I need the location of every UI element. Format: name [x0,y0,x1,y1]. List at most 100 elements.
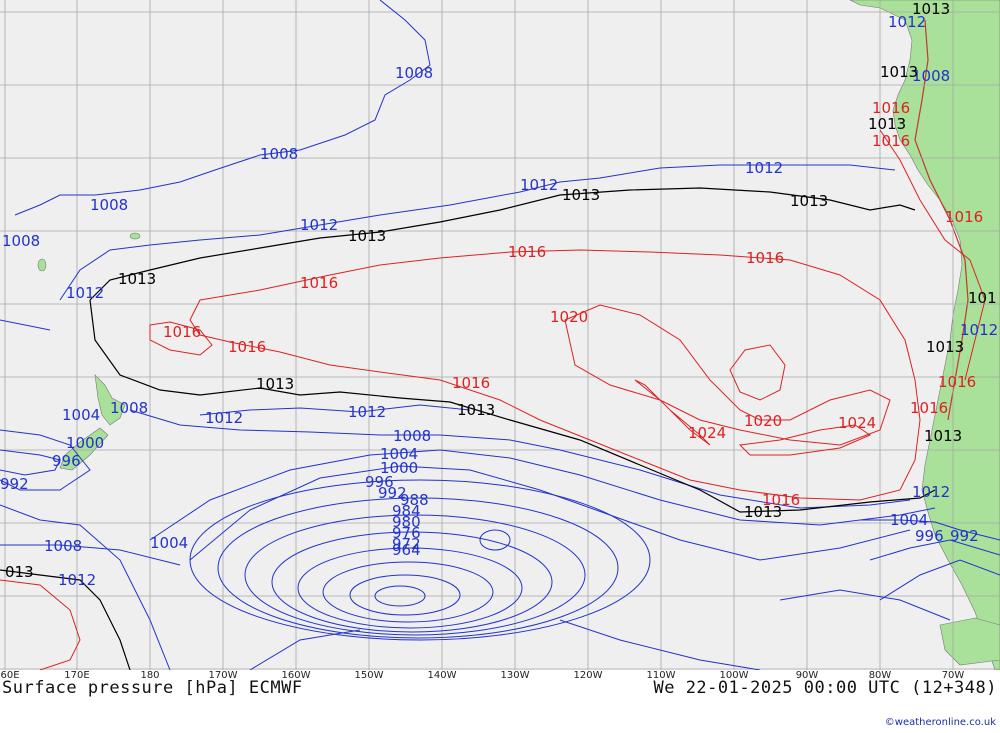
isobar-label: 1016 [910,399,948,417]
isobar-label: 1016 [938,373,976,391]
low-pressure-isobars [0,0,1000,671]
longitude-label: 60E [0,670,20,681]
isobar-1004 [149,449,936,541]
south-america-coast [849,0,1000,671]
isobar-label: 1000 [380,459,418,477]
lat-lon-grid [0,0,1000,670]
isobar-label: 1013 [790,192,828,210]
isobar-label: 1013 [926,338,964,356]
isobar-label: 1012 [348,403,386,421]
isobar-964 [374,585,426,607]
tierra-del-fuego [939,617,1000,666]
isobar-996-nz [0,449,61,476]
isobar-label: 1013 [256,375,294,393]
isobar-980 [297,547,523,629]
longitude-label: 170W [208,670,238,681]
isobar-label: 996 [52,452,81,470]
isobar-label: 1012 [66,284,104,302]
isobar-1020-loop [729,344,786,401]
isobar-label: 1013 [744,503,782,521]
isobar-1008-north [14,0,431,216]
credit-link[interactable]: ©weatheronline.co.uk [884,717,996,728]
longitude-label: 100W [719,670,749,681]
isobar-label: 1013 [118,270,156,288]
high-pressure-isobars [0,129,986,671]
isobar-label: 1016 [762,491,800,509]
new-zealand-north [94,374,126,426]
isobar-label: 1013 [348,227,386,245]
andes-ridge [914,19,969,421]
isobar-1012-red-west [0,579,81,671]
isobar-label: 1008 [90,196,128,214]
isobar-label: 013 [5,563,34,581]
isobar-label: 1012 [888,13,926,31]
isobar-label: 1004 [150,534,188,552]
isobar-label: 1013 [868,115,906,133]
isobar-984 [271,531,553,633]
isobar-label: 980 [392,513,421,531]
isobar-label: 1016 [228,338,266,356]
isobar-1024 [634,379,711,446]
isobar-label: 1008 [2,232,40,250]
isobar-label: 996 [915,527,944,545]
isobar-label: 1016 [452,374,490,392]
isobar-1016-small [149,321,213,356]
pressure-map: 1008 1008 1008 1008 1012 1012 1012 1012 … [0,0,1000,671]
isobar-label: 1020 [744,412,782,430]
isobar-1013 [89,187,916,301]
isobar-label: 992 [378,484,407,502]
new-zealand-south [59,427,109,471]
isobar-992 [217,497,619,639]
isobar-1012-south [199,404,471,416]
ocean-background [0,0,1000,670]
isobar-small-low [479,529,511,551]
isobar-label: 1013 [880,63,918,81]
isobar-label: 964 [392,541,421,559]
isobar-label: 1008 [393,427,431,445]
isobar-label: 972 [392,535,421,553]
isobar-label: 1004 [62,406,100,424]
isobar-label: 1013 [912,0,950,18]
longitude-label: 70W [941,670,965,681]
isobar-label: 1012 [205,409,243,427]
isobar-label: 1013 [457,401,495,419]
standard-isobar-1013 [0,187,936,671]
isobar-label: 988 [400,491,429,509]
isobar-bottom [249,629,361,671]
isobar-label: 996 [365,473,394,491]
isobar-1016 [189,249,921,501]
island [129,232,141,240]
isobar-1004-chile [860,519,1000,541]
isobar-label: 1012 [912,483,950,501]
isobar-1013 [89,299,936,513]
longitude-label: 150W [354,670,384,681]
isobar-label: 1016 [872,99,910,117]
isobar-988 [244,514,586,636]
longitude-label: 140W [427,670,457,681]
longitude-label: 90W [795,670,819,681]
isobar-972 [349,574,461,616]
isobar-label: 1008 [110,399,148,417]
isobar-bottom [559,619,761,671]
isobar-label: 1008 [44,537,82,555]
longitude-label: 170E [64,670,90,681]
isobar-976 [322,561,494,623]
valid-time: We 22-01-2025 00:00 UTC (12+348) [653,678,997,698]
isobar-label: 1012 [960,321,998,339]
isobar-label: 1016 [508,243,546,261]
isobar-1012 [59,164,896,301]
isobar-label: 1016 [945,208,983,226]
map-footer: 60E 170E 180 170W 160W 150W 140W 130W 120W 110W 10… [0,670,1000,733]
isobar-label: 1004 [380,445,418,463]
isobar-label: 1016 [300,274,338,292]
isobar-label: 1008 [260,145,298,163]
isobar-red-andes [879,129,986,381]
isobar-1012-west [0,504,171,671]
isobar-label: 1013 [924,427,962,445]
isobar-label: 1012 [300,216,338,234]
isobar-label: 1020 [550,308,588,326]
isobar-label: 1016 [746,249,784,267]
isobar-label: 992 [950,527,979,545]
isobar-1020 [564,304,891,446]
isobar-1013-west [0,569,131,671]
